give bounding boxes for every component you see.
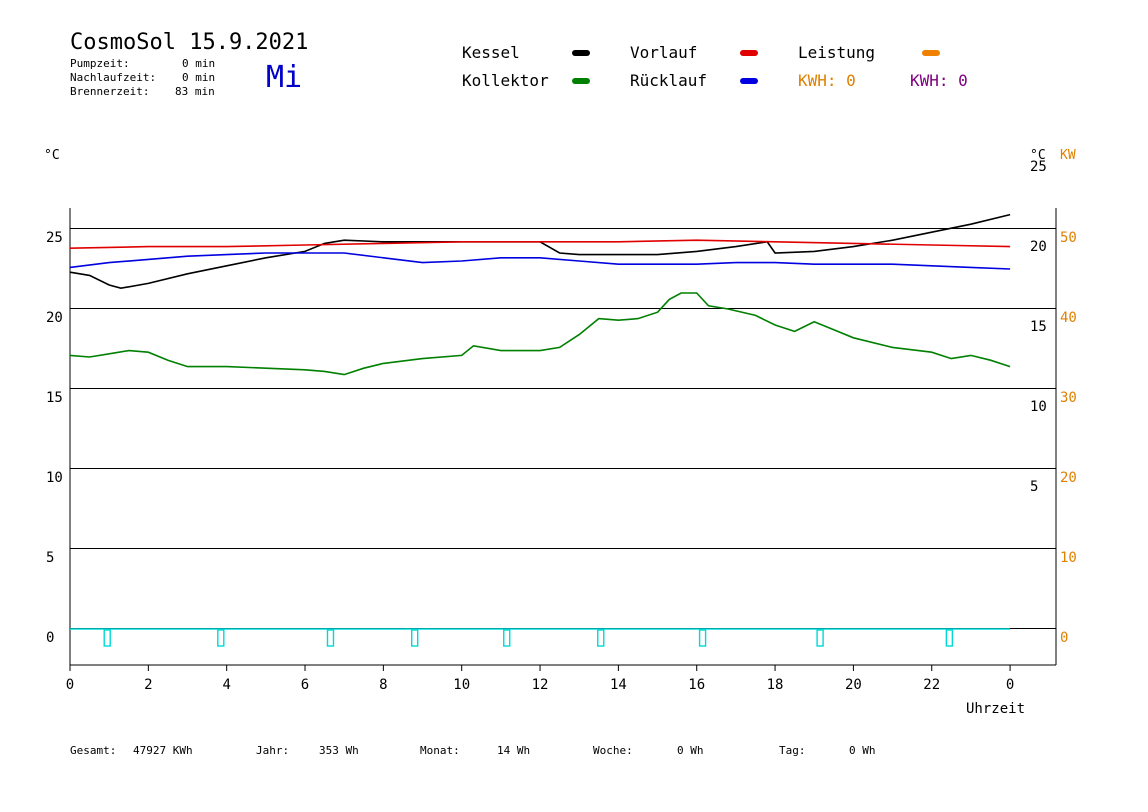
legend-kessel-label: Kessel xyxy=(462,43,520,62)
stat-brennerzeit-value: 83 min xyxy=(175,85,215,98)
power-marker xyxy=(597,629,605,647)
x-axis-label: Uhrzeit xyxy=(966,701,1026,717)
y-tick-label-left: 10 xyxy=(46,470,63,486)
y-tick-label-power: 50 xyxy=(1060,230,1077,246)
footer-monat-value: 14 Wh xyxy=(497,744,531,757)
x-tick-label: 20 xyxy=(845,677,862,693)
footer-tag-value: 0 Wh xyxy=(849,744,876,757)
y-tick-label-left: 0 xyxy=(46,630,54,646)
weekday-label: Mi xyxy=(266,60,303,95)
footer-tag-label: Tag: xyxy=(779,744,806,757)
y-tick-label-right: 20 xyxy=(1030,239,1047,255)
y-tick-label-left: 5 xyxy=(46,550,54,566)
x-tick-label: 16 xyxy=(688,677,705,693)
x-tick-label: 0 xyxy=(1006,677,1014,693)
y-tick-label-right: 10 xyxy=(1030,399,1047,415)
y-tick-label-left: 15 xyxy=(46,390,63,406)
power-marker xyxy=(217,629,225,647)
legend-vorlauf-swatch xyxy=(740,50,758,56)
series-line-kessel xyxy=(69,213,1011,290)
footer-monat-label: Monat: xyxy=(420,744,460,757)
y-tick-label-right: 5 xyxy=(1030,479,1038,495)
x-tick-label: 22 xyxy=(923,677,940,693)
footer-jahr-label: Jahr: xyxy=(256,744,290,757)
kwh-total-right: KWH: 0 xyxy=(910,71,968,90)
series-line-vorlauf xyxy=(69,239,1011,249)
power-marker xyxy=(103,629,111,647)
y-tick-label-power: 30 xyxy=(1060,390,1077,406)
footer-gesamt-value: 47927 KWh xyxy=(133,744,193,757)
stat-brennerzeit-label: Brennerzeit: xyxy=(70,85,150,98)
y-tick-label-left: 20 xyxy=(46,310,63,326)
legend-vorlauf-label: Vorlauf xyxy=(630,43,698,62)
x-tick-label: 12 xyxy=(532,677,549,693)
footer-gesamt-label: Gesamt: xyxy=(70,744,117,757)
right-axis-unit: °C xyxy=(1030,148,1046,163)
footer-woche-label: Woche: xyxy=(593,744,633,757)
legend-ruecklauf-swatch xyxy=(740,78,758,84)
x-tick-label: 2 xyxy=(144,677,152,693)
power-marker xyxy=(945,629,954,647)
x-tick-label: 6 xyxy=(301,677,309,693)
stat-nachlaufzeit-label: Nachlaufzeit: xyxy=(70,71,157,84)
y-tick-label-right: 25 xyxy=(1030,159,1047,175)
x-tick-label: 14 xyxy=(610,677,627,693)
legend-kollektor-swatch xyxy=(572,78,590,84)
page-title: CosmoSol 15.9.2021 xyxy=(70,30,309,55)
stat-nachlaufzeit-value: 0 min xyxy=(182,71,216,84)
chart-ticks: 0 2 4 6 8 10 12 14 16 18 20 22 0 0 5 10 15 20 25 5 10 15 20 25 0… xyxy=(46,159,1077,693)
legend-kessel-swatch xyxy=(572,50,590,56)
power-marker xyxy=(816,629,824,647)
chart-series xyxy=(69,213,1056,647)
x-tick-label: 10 xyxy=(453,677,470,693)
x-tick-label: 8 xyxy=(379,677,387,693)
chart-axes xyxy=(69,208,1057,671)
y-tick-label-power: 40 xyxy=(1060,310,1077,326)
series-line-kollektor xyxy=(69,292,1011,376)
power-marker xyxy=(698,629,707,647)
x-tick-label: 4 xyxy=(222,677,230,693)
y-tick-label-right: 15 xyxy=(1030,319,1047,335)
y-tick-label-power: 10 xyxy=(1060,550,1077,566)
legend-leistung-swatch xyxy=(922,50,940,56)
footer-woche-value: 0 Wh xyxy=(677,744,704,757)
y-tick-label-power: 20 xyxy=(1060,470,1077,486)
stat-pumpzeit-value: 0 min xyxy=(182,57,216,70)
kwh-total-left: KWH: 0 xyxy=(798,71,856,90)
power-marker xyxy=(326,629,335,647)
legend-kollektor-label: Kollektor xyxy=(462,71,549,90)
power-marker xyxy=(503,629,511,647)
x-tick-label: 18 xyxy=(767,677,784,693)
footer-jahr-value: 353 Wh xyxy=(319,744,359,757)
x-tick-label: 0 xyxy=(66,677,74,693)
y-tick-label-left: 25 xyxy=(46,230,63,246)
right-axis-unit-power: KW xyxy=(1060,148,1076,163)
legend-leistung-label: Leistung xyxy=(798,43,876,62)
series-line-rücklauf xyxy=(69,252,1011,270)
stat-pumpzeit-label: Pumpzeit: xyxy=(70,57,130,70)
y-tick-label-power: 0 xyxy=(1060,630,1068,646)
chart-grid xyxy=(70,228,1056,629)
power-marker xyxy=(410,629,419,647)
left-axis-unit: °C xyxy=(44,148,60,163)
legend-ruecklauf-label: Rücklauf xyxy=(630,71,708,90)
